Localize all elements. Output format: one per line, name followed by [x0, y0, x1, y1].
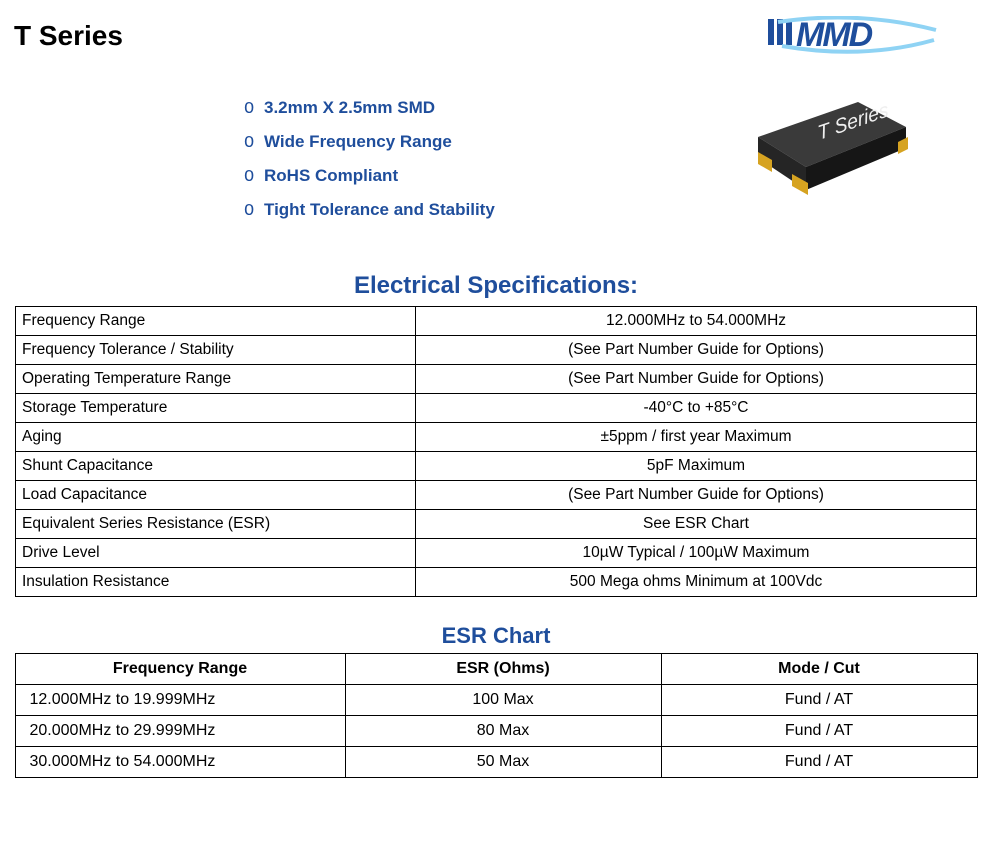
esr-col-header: ESR (Ohms) [345, 654, 661, 685]
spec-value: 12.000MHz to 54.000MHz [416, 307, 977, 336]
feature-text: Tight Tolerance and Stability [264, 200, 495, 219]
feature-item: O3.2mm X 2.5mm SMD [244, 92, 495, 126]
esr-row: 12.000MHz to 19.999MHz100 MaxFund / AT [15, 685, 977, 716]
esr-mode: Fund / AT [661, 685, 977, 716]
esr-ohms: 80 Max [345, 716, 661, 747]
product-image: T Series [728, 82, 918, 228]
feature-item: OTight Tolerance and Stability [244, 194, 495, 228]
esr-row: 20.000MHz to 29.999MHz80 MaxFund / AT [15, 716, 977, 747]
spec-section-title: Electrical Specifications: [14, 272, 978, 300]
bullet-icon: O [244, 128, 264, 160]
esr-col-header: Frequency Range [15, 654, 345, 685]
spec-value: 500 Mega ohms Minimum at 100Vdc [416, 568, 977, 597]
spec-row: Operating Temperature Range(See Part Num… [16, 365, 977, 394]
esr-mode: Fund / AT [661, 716, 977, 747]
feature-text: Wide Frequency Range [264, 132, 452, 151]
spec-row: Aging±5ppm / first year Maximum [16, 423, 977, 452]
spec-value: -40°C to +85°C [416, 394, 977, 423]
esr-freq: 30.000MHz to 54.000MHz [15, 747, 345, 778]
feature-item: ORoHS Compliant [244, 160, 495, 194]
spec-label: Storage Temperature [16, 394, 416, 423]
spec-label: Frequency Range [16, 307, 416, 336]
feature-text: 3.2mm X 2.5mm SMD [264, 98, 435, 117]
spec-row: Frequency Range12.000MHz to 54.000MHz [16, 307, 977, 336]
spec-value: (See Part Number Guide for Options) [416, 365, 977, 394]
spec-value: (See Part Number Guide for Options) [416, 481, 977, 510]
spec-row: Insulation Resistance500 Mega ohms Minim… [16, 568, 977, 597]
brand-logo: MMD [768, 16, 938, 62]
bullet-icon: O [244, 94, 264, 126]
spec-label: Load Capacitance [16, 481, 416, 510]
spec-label: Equivalent Series Resistance (ESR) [16, 510, 416, 539]
spec-value: ±5ppm / first year Maximum [416, 423, 977, 452]
esr-col-header: Mode / Cut [661, 654, 977, 685]
bullet-icon: O [244, 162, 264, 194]
spec-value: (See Part Number Guide for Options) [416, 336, 977, 365]
spec-label: Aging [16, 423, 416, 452]
spec-label: Drive Level [16, 539, 416, 568]
spec-label: Shunt Capacitance [16, 452, 416, 481]
esr-table: Frequency Range ESR (Ohms) Mode / Cut 12… [15, 653, 978, 778]
esr-freq: 12.000MHz to 19.999MHz [15, 685, 345, 716]
spec-row: Load Capacitance(See Part Number Guide f… [16, 481, 977, 510]
page-title: T Series [14, 20, 123, 52]
spec-row: Frequency Tolerance / Stability(See Part… [16, 336, 977, 365]
esr-ohms: 100 Max [345, 685, 661, 716]
spec-label: Frequency Tolerance / Stability [16, 336, 416, 365]
spec-value: See ESR Chart [416, 510, 977, 539]
esr-section-title: ESR Chart [14, 623, 978, 649]
esr-mode: Fund / AT [661, 747, 977, 778]
spec-row: Equivalent Series Resistance (ESR)See ES… [16, 510, 977, 539]
spec-value: 10µW Typical / 100µW Maximum [416, 539, 977, 568]
spec-table: Frequency Range12.000MHz to 54.000MHzFre… [15, 306, 977, 597]
spec-row: Shunt Capacitance5pF Maximum [16, 452, 977, 481]
spec-label: Operating Temperature Range [16, 365, 416, 394]
esr-ohms: 50 Max [345, 747, 661, 778]
feature-text: RoHS Compliant [264, 166, 398, 185]
esr-freq: 20.000MHz to 29.999MHz [15, 716, 345, 747]
features-list: O3.2mm X 2.5mm SMD OWide Frequency Range… [244, 92, 495, 228]
feature-item: OWide Frequency Range [244, 126, 495, 160]
spec-row: Storage Temperature-40°C to +85°C [16, 394, 977, 423]
spec-row: Drive Level10µW Typical / 100µW Maximum [16, 539, 977, 568]
esr-row: 30.000MHz to 54.000MHz50 MaxFund / AT [15, 747, 977, 778]
bullet-icon: O [244, 196, 264, 228]
spec-label: Insulation Resistance [16, 568, 416, 597]
spec-value: 5pF Maximum [416, 452, 977, 481]
